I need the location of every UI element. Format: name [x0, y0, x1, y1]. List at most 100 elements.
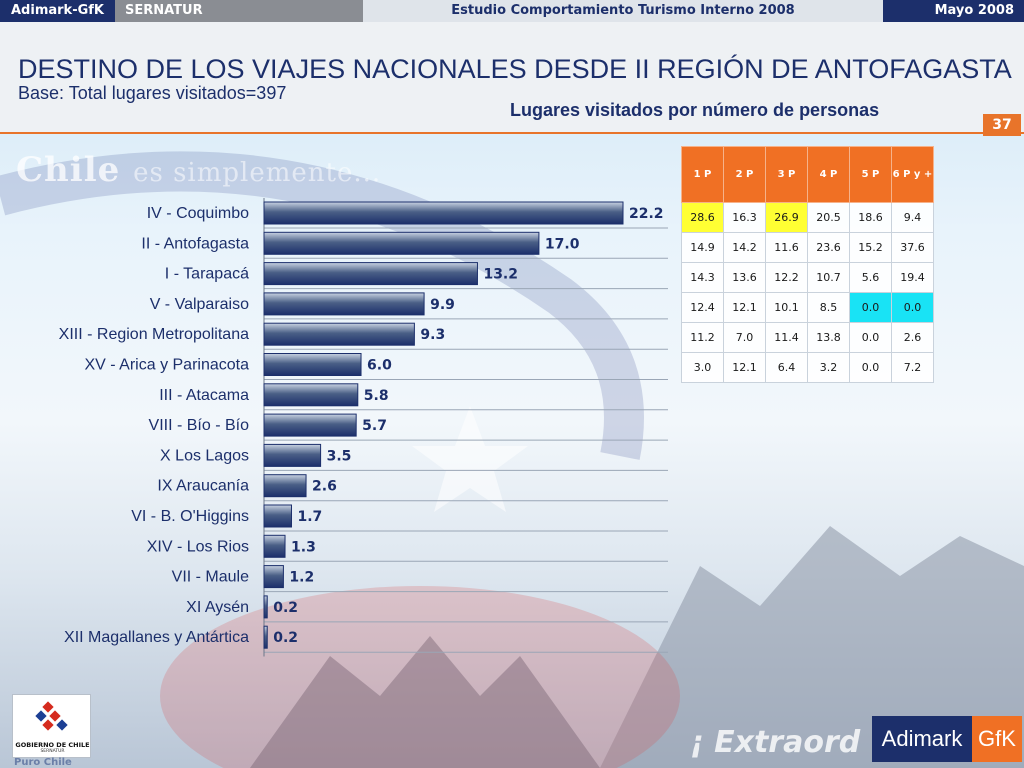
table-column-header: 1 P	[681, 146, 724, 203]
chart-labels: IV - Coquimbo 22.2 II - Antofagasta 17.0 I -…	[59, 205, 664, 646]
table-cell: 15.2	[849, 232, 892, 263]
value-label: 0.2	[273, 600, 298, 616]
category-label: II - Antofagasta	[141, 235, 249, 252]
table-cell: 12.2	[765, 262, 808, 293]
value-label: 2.6	[312, 479, 337, 495]
category-label: VIII - Bío - Bío	[149, 417, 250, 434]
bar-13	[263, 595, 268, 619]
table-cell: 9.4	[891, 202, 934, 233]
table-cell: 0.0	[891, 292, 934, 323]
category-label: XI Aysén	[186, 599, 249, 616]
background-slogan: Chile es simplemente...	[16, 150, 381, 190]
table-cell: 16.3	[723, 202, 766, 233]
page-subtitle: Base: Total lugares visitados=397	[18, 83, 287, 103]
value-label: 1.3	[291, 539, 316, 555]
table-cell: 5.6	[849, 262, 892, 293]
bar-10	[263, 504, 292, 528]
table-body: 28.6 16.3 26.9 20.5 18.6 9.4 14.9 14.2 11.6 23.6 1…	[681, 202, 934, 383]
header-study-title: Estudio Comportamiento Turismo Interno 2…	[363, 0, 883, 22]
gobierno-logo: GOBIERNO DE CHILE SERNATUR	[12, 694, 91, 758]
chile-emblem-icon	[35, 701, 68, 731]
table-row: 12.4 12.1 10.1 8.5 0.0 0.0	[681, 292, 934, 323]
category-label: XV - Arica y Parinacota	[84, 357, 249, 374]
table-cell: 12.1	[723, 292, 766, 323]
bar-1	[263, 231, 540, 255]
brand-logo-left: Adimark	[872, 716, 972, 762]
table-cell: 0.0	[849, 292, 892, 323]
value-label: 22.2	[629, 206, 664, 222]
bar-3	[263, 292, 425, 316]
category-label: IX Araucanía	[157, 478, 249, 495]
table-cell: 14.2	[723, 232, 766, 263]
table-cell: 7.0	[723, 322, 766, 353]
table-cell: 10.1	[765, 292, 808, 323]
table-cell: 3.2	[807, 352, 850, 383]
table-cell: 11.2	[681, 322, 724, 353]
table-cell: 20.5	[807, 202, 850, 233]
category-label: XIII - Region Metropolitana	[59, 326, 249, 343]
bar-11	[263, 534, 286, 558]
table-cell: 3.0	[681, 352, 724, 383]
table-cell: 14.3	[681, 262, 724, 293]
table-column-header: 4 P	[807, 146, 850, 203]
value-label: 17.0	[545, 236, 580, 252]
bar-8	[263, 443, 322, 467]
value-label: 5.8	[364, 388, 389, 404]
slogan-main: Chile	[16, 150, 121, 190]
bar-5	[263, 353, 362, 376]
table-cell: 8.5	[807, 292, 850, 323]
table-column-header: 3 P	[765, 146, 808, 203]
value-label: 9.9	[430, 297, 455, 313]
chart-caption: Lugares visitados por número de personas	[510, 100, 880, 120]
header-date: Mayo 2008	[883, 0, 1024, 22]
value-label: 1.2	[289, 570, 314, 586]
table-cell: 28.6	[681, 202, 724, 233]
gov-logo-sub: SERNATUR	[40, 749, 65, 754]
value-label: 6.0	[367, 358, 392, 374]
header-client: SERNATUR	[115, 0, 363, 22]
tagline: Puro Chile	[14, 757, 72, 768]
table-row: 14.3 13.6 12.2 10.7 5.6 19.4	[681, 262, 934, 293]
value-label: 3.5	[327, 448, 352, 464]
table-cell: 19.4	[891, 262, 934, 293]
table-cell: 12.4	[681, 292, 724, 323]
table-cell: 12.1	[723, 352, 766, 383]
table-column-header: 2 P	[723, 146, 766, 203]
table-row: 3.0 12.1 6.4 3.2 0.0 7.2	[681, 352, 934, 383]
chart-bars	[263, 201, 624, 649]
top-header-bar: Adimark-GfK SERNATUR Estudio Comportamie…	[0, 0, 1024, 22]
bar-7	[263, 413, 357, 437]
value-label: 5.7	[362, 418, 387, 434]
table-cell: 7.2	[891, 352, 934, 383]
table-row: 11.2 7.0 11.4 13.8 0.0 2.6	[681, 322, 934, 353]
slogan-rest: es simplemente...	[133, 158, 382, 188]
table-cell: 23.6	[807, 232, 850, 263]
table-cell: 11.4	[765, 322, 808, 353]
bar-12	[263, 565, 284, 589]
bar-chart: IV - Coquimbo 22.2 II - Antofagasta 17.0 I -…	[59, 198, 668, 657]
table-cell: 14.9	[681, 232, 724, 263]
bar-2	[263, 262, 478, 286]
category-label: X Los Lagos	[160, 447, 249, 464]
value-label: 13.2	[483, 267, 518, 283]
table-row: 28.6 16.3 26.9 20.5 18.6 9.4	[681, 202, 934, 233]
table-row: 14.9 14.2 11.6 23.6 15.2 37.6	[681, 232, 934, 263]
category-label: XIV - Los Rios	[147, 538, 249, 555]
table-cell: 11.6	[765, 232, 808, 263]
category-label: XII Magallanes y Antártica	[64, 629, 249, 646]
table-cell: 13.8	[807, 322, 850, 353]
bar-6	[263, 383, 359, 407]
bar-9	[263, 474, 307, 498]
table-cell: 0.0	[849, 322, 892, 353]
title-area: DESTINO DE LOS VIAJES NACIONALES DESDE I…	[0, 22, 1024, 134]
table-cell: 10.7	[807, 262, 850, 293]
table-cell: 13.6	[723, 262, 766, 293]
value-label: 0.2	[273, 630, 298, 646]
header-brand: Adimark-GfK	[0, 0, 115, 22]
value-label: 9.3	[420, 327, 445, 343]
adimark-gfk-logo: Adimark GfK	[872, 716, 1022, 762]
bar-0	[263, 201, 624, 225]
table-cell: 6.4	[765, 352, 808, 383]
category-label: VI - B. O'Higgins	[131, 508, 249, 525]
